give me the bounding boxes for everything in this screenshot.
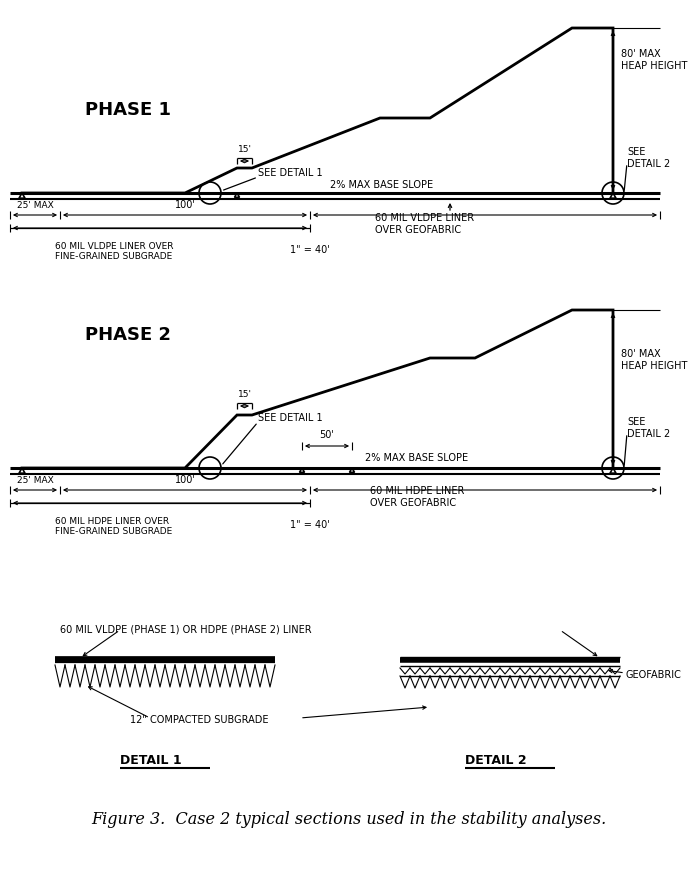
Text: SEE
DETAIL 2: SEE DETAIL 2 [627,417,670,439]
Text: SEE DETAIL 1: SEE DETAIL 1 [258,168,323,178]
Text: DETAIL 1: DETAIL 1 [120,754,182,766]
Text: 60 MIL HDPE LINER
OVER GEOFABRIC: 60 MIL HDPE LINER OVER GEOFABRIC [370,486,464,508]
Text: 100': 100' [175,200,196,210]
Text: SEE
DETAIL 2: SEE DETAIL 2 [627,148,670,169]
Text: 60 MIL VLDPE (PHASE 1) OR HDPE (PHASE 2) LINER: 60 MIL VLDPE (PHASE 1) OR HDPE (PHASE 2)… [60,625,312,635]
Text: 100': 100' [175,475,196,485]
Text: 1" = 40': 1" = 40' [290,245,330,255]
Text: 25' MAX: 25' MAX [17,476,53,485]
Text: 15': 15' [238,145,252,154]
Text: 15': 15' [238,390,252,399]
Text: 80' MAX
HEAP HEIGHT: 80' MAX HEAP HEIGHT [621,349,687,371]
Text: DETAIL 2: DETAIL 2 [465,754,526,766]
Text: Figure 3.  Case 2 typical sections used in the stability analyses.: Figure 3. Case 2 typical sections used i… [92,812,607,829]
Text: 60 MIL HDPE LINER OVER
FINE-GRAINED SUBGRADE: 60 MIL HDPE LINER OVER FINE-GRAINED SUBG… [55,517,172,536]
Text: 1" = 40': 1" = 40' [290,520,330,530]
Text: 12" COMPACTED SUBGRADE: 12" COMPACTED SUBGRADE [130,715,268,725]
Text: PHASE 2: PHASE 2 [85,326,171,344]
Text: 60 MIL VLDPE LINER OVER
FINE-GRAINED SUBGRADE: 60 MIL VLDPE LINER OVER FINE-GRAINED SUB… [55,242,173,261]
Text: PHASE 1: PHASE 1 [85,101,171,119]
Text: 25' MAX: 25' MAX [17,201,53,210]
Text: 80' MAX
HEAP HEIGHT: 80' MAX HEAP HEIGHT [621,49,687,71]
Text: 50': 50' [319,430,334,440]
Text: 2% MAX BASE SLOPE: 2% MAX BASE SLOPE [330,180,433,190]
Text: 60 MIL VLDPE LINER
OVER GEOFABRIC: 60 MIL VLDPE LINER OVER GEOFABRIC [375,213,474,235]
Text: GEOFABRIC: GEOFABRIC [625,670,681,680]
Text: 2% MAX BASE SLOPE: 2% MAX BASE SLOPE [365,453,468,463]
Text: SEE DETAIL 1: SEE DETAIL 1 [258,413,323,423]
